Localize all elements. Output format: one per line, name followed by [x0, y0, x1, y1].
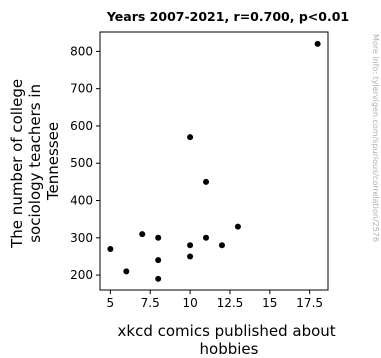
chart-title: Years 2007-2021, r=0.700, p<0.01	[106, 9, 349, 24]
x-tick-label: 5	[107, 296, 115, 310]
data-point	[139, 231, 146, 238]
data-point	[155, 234, 162, 241]
y-tick-label: 800	[70, 44, 93, 58]
x-axis-label-line-2: hobbies	[200, 340, 259, 358]
data-point	[187, 242, 194, 249]
data-point	[234, 223, 241, 230]
data-points	[107, 40, 321, 282]
y-tick-label: 500	[70, 156, 93, 170]
x-tick-label: 15	[262, 296, 277, 310]
y-axis-ticks: 200 300 400 500 600 700 800	[70, 44, 100, 282]
y-tick-label: 700	[70, 82, 93, 96]
data-point	[123, 268, 130, 275]
data-point	[203, 178, 210, 185]
data-point	[155, 275, 162, 282]
x-axis-label-line-1: xkcd comics published about	[118, 322, 336, 340]
x-axis-ticks: 5 7.5 10 12.5 15 17.5	[107, 290, 323, 310]
y-axis-label: The number of college sociology teachers…	[8, 74, 62, 249]
y-tick-label: 600	[70, 119, 93, 133]
x-tick-label: 12.5	[217, 296, 244, 310]
x-axis-label: xkcd comics published about hobbies	[118, 322, 341, 358]
data-point	[314, 40, 321, 47]
x-tick-label: 7.5	[141, 296, 160, 310]
watermark-text: More info: tylervigen.com/spurious/corre…	[371, 34, 380, 242]
x-tick-label: 17.5	[296, 296, 323, 310]
y-tick-label: 200	[70, 268, 93, 282]
data-point	[218, 242, 225, 249]
data-point	[187, 134, 194, 141]
plot-area-frame	[99, 31, 329, 291]
y-tick-label: 300	[70, 231, 93, 245]
data-point	[107, 245, 114, 252]
y-tick-label: 400	[70, 194, 93, 208]
data-point	[187, 253, 194, 260]
y-axis-label-line-2: sociology teachers in	[26, 84, 44, 243]
x-tick-label: 10	[182, 296, 197, 310]
y-axis-label-line-1: The number of college	[8, 79, 26, 249]
data-point	[155, 257, 162, 264]
y-axis-label-line-3: Tennessee	[44, 122, 62, 201]
data-point	[203, 234, 210, 241]
